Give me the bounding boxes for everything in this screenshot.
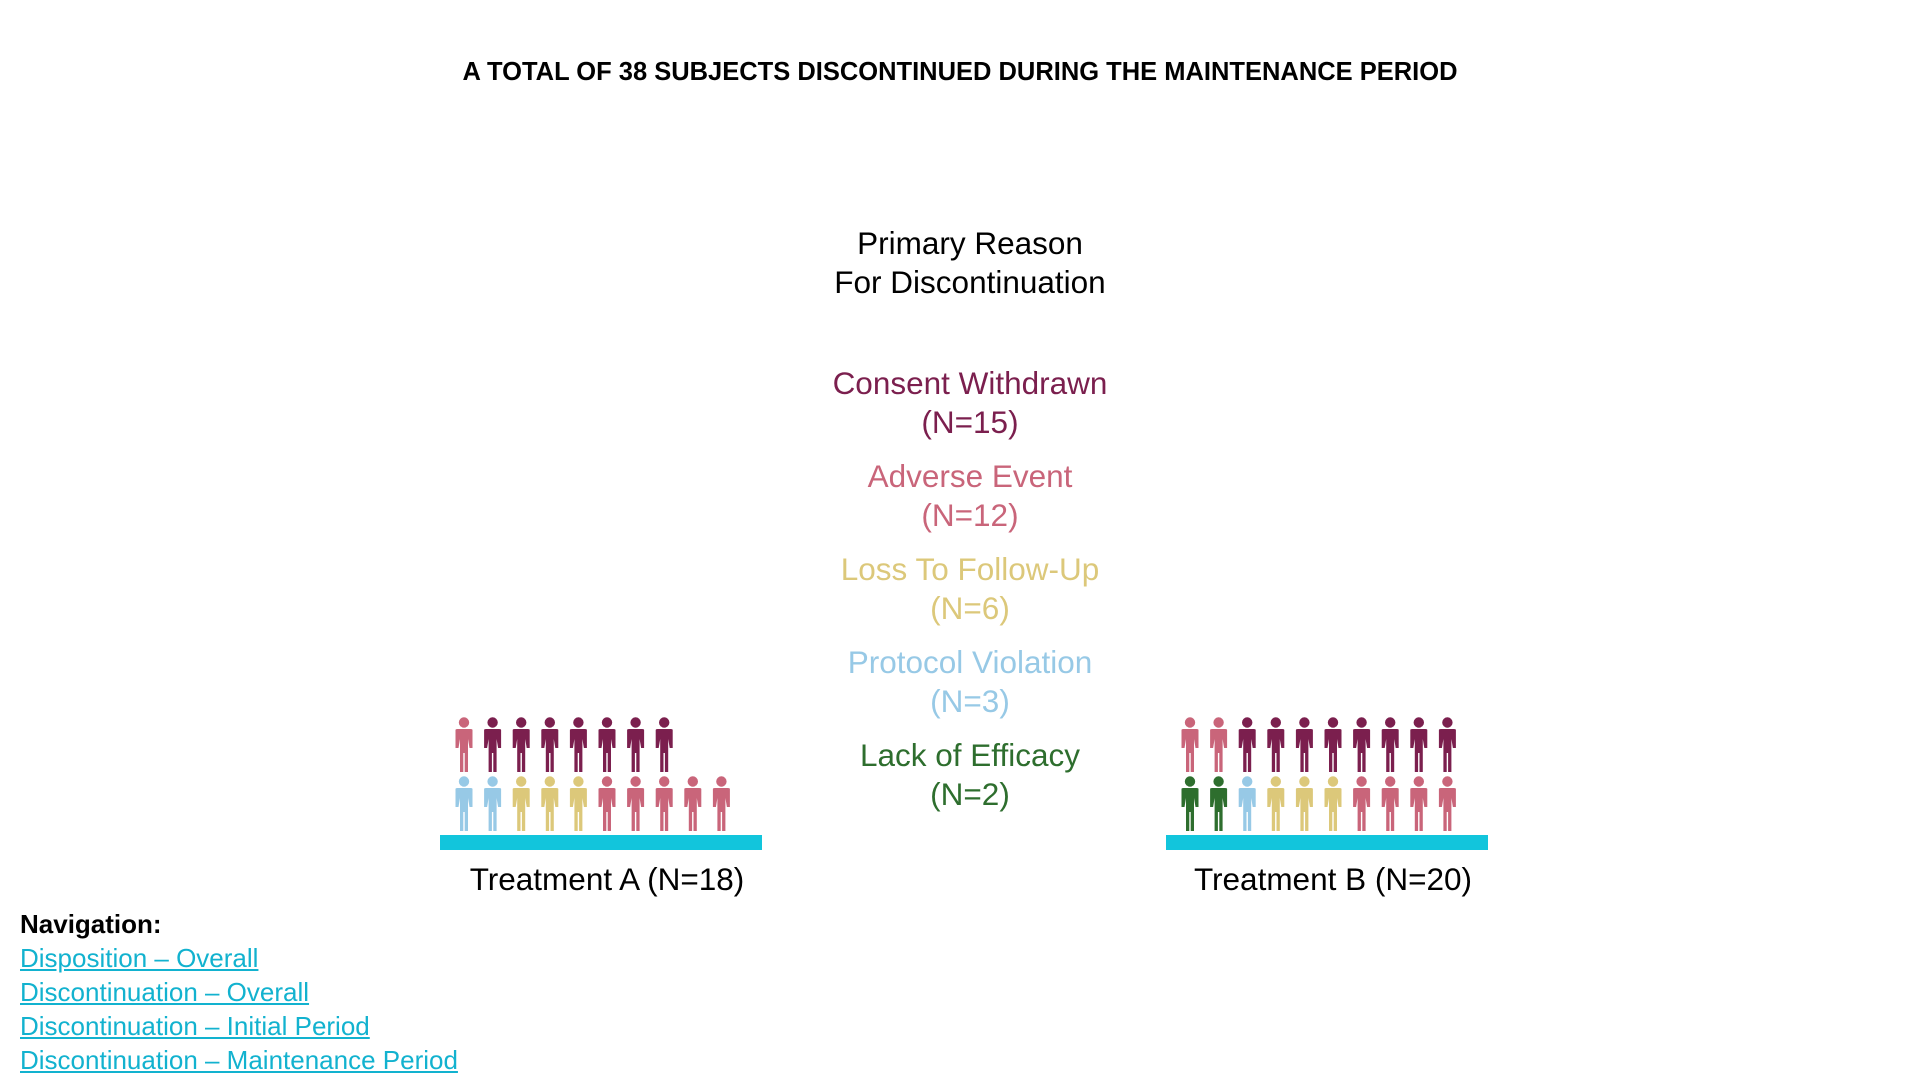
person-icon — [1267, 717, 1285, 772]
person-icon — [1267, 776, 1285, 831]
person-icon — [569, 776, 587, 831]
nav-link-disposition-overall[interactable]: Disposition – Overall — [20, 943, 259, 973]
person-icon — [1238, 717, 1256, 772]
nav-link-discontinuation-overall[interactable]: Discontinuation – Overall — [20, 977, 310, 1007]
navigation-panel: Navigation: Disposition – Overall Discon… — [20, 907, 458, 1077]
legend-count: (N=15) — [921, 404, 1019, 440]
nav-link-discontinuation-maintenance[interactable]: Discontinuation – Maintenance Period — [20, 1045, 458, 1075]
pictograph-treatment-b — [1166, 717, 1488, 850]
person-icon — [1181, 776, 1199, 831]
person-icon — [569, 717, 587, 772]
person-icon — [455, 776, 473, 831]
person-icon — [484, 776, 502, 831]
page-title: A TOTAL OF 38 SUBJECTS DISCONTINUED DURI… — [462, 58, 1458, 86]
person-icon — [655, 717, 673, 772]
person-icon — [1353, 717, 1371, 772]
person-icon — [1210, 717, 1228, 772]
legend-label: Loss To Follow-Up — [840, 551, 1100, 587]
person-icon — [1410, 717, 1428, 772]
legend-entry-protocol-violation: Protocol Violation (N=3) — [760, 643, 1180, 721]
legend-count: (N=6) — [930, 590, 1010, 626]
legend-heading-line2: For Discontinuation — [834, 264, 1106, 300]
legend-entry-loss-to-follow-up: Loss To Follow-Up (N=6) — [760, 550, 1180, 628]
person-icon — [684, 776, 702, 831]
person-icon — [512, 776, 530, 831]
legend-label: Lack of Efficacy — [859, 737, 1081, 773]
person-icon — [1438, 717, 1456, 772]
person-icon — [1295, 776, 1313, 831]
reason-legend: Primary Reason For Discontinuation Conse… — [760, 224, 1180, 829]
person-icon — [455, 717, 473, 772]
person-icon — [712, 776, 730, 831]
legend-heading: Primary Reason For Discontinuation — [760, 224, 1180, 302]
legend-label: Protocol Violation — [847, 644, 1093, 680]
legend-entry-adverse-event: Adverse Event (N=12) — [760, 457, 1180, 535]
person-icon — [1324, 717, 1342, 772]
legend-label: Adverse Event — [867, 458, 1073, 494]
person-icon — [1353, 776, 1371, 831]
person-icon — [484, 717, 502, 772]
person-icon — [512, 717, 530, 772]
person-icon — [627, 776, 645, 831]
person-icon — [1438, 776, 1456, 831]
person-icon — [1381, 776, 1399, 831]
treatment-b-label: Treatment B (N=20) — [1193, 861, 1473, 897]
person-icon — [1210, 776, 1228, 831]
person-icon — [598, 717, 616, 772]
treatment-base-bar — [440, 835, 762, 850]
treatment-base-bar — [1166, 835, 1488, 850]
person-icon — [1238, 776, 1256, 831]
person-icon — [598, 776, 616, 831]
pictograph-treatment-a — [440, 717, 762, 850]
person-icon — [1295, 717, 1313, 772]
person-icon — [1181, 717, 1199, 772]
legend-heading-line1: Primary Reason — [857, 225, 1083, 261]
legend-entry-lack-of-efficacy: Lack of Efficacy (N=2) — [760, 736, 1180, 814]
treatment-a-label: Treatment A (N=18) — [469, 861, 745, 897]
person-icon — [1381, 717, 1399, 772]
legend-count: (N=2) — [930, 776, 1010, 812]
person-icon — [1324, 776, 1342, 831]
person-icon — [1410, 776, 1428, 831]
person-icon — [655, 776, 673, 831]
nav-link-discontinuation-initial[interactable]: Discontinuation – Initial Period — [20, 1011, 370, 1041]
navigation-title: Navigation: — [20, 909, 162, 939]
person-icon — [541, 776, 559, 831]
legend-count: (N=12) — [921, 497, 1019, 533]
legend-count: (N=3) — [930, 683, 1010, 719]
legend-entry-consent-withdrawn: Consent Withdrawn (N=15) — [760, 364, 1180, 442]
person-icon — [627, 717, 645, 772]
legend-label: Consent Withdrawn — [832, 365, 1108, 401]
person-icon — [541, 717, 559, 772]
